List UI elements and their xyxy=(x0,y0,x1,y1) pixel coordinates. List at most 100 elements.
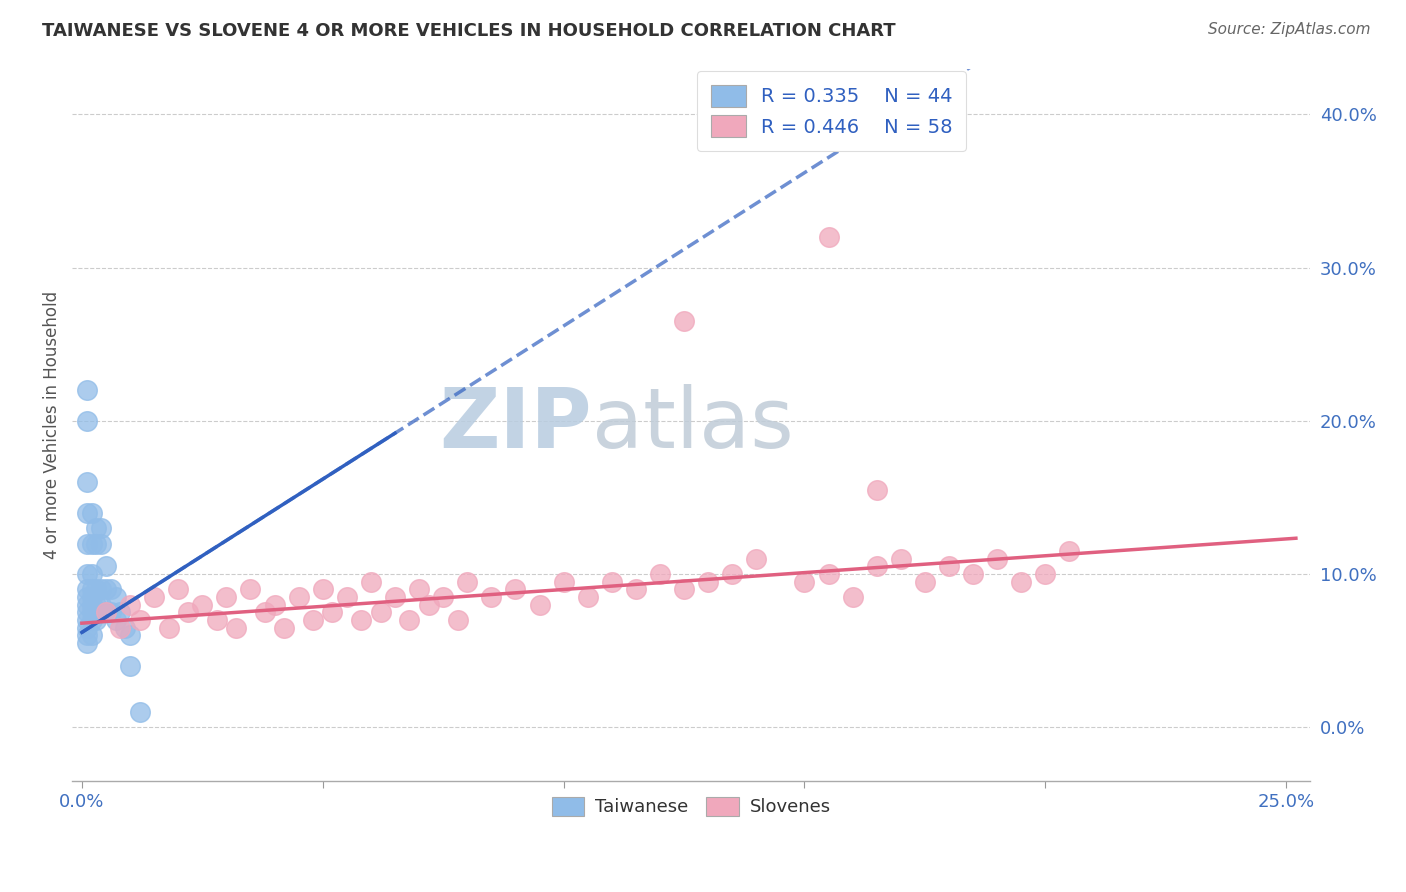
Point xyxy=(336,590,359,604)
Point xyxy=(167,582,190,597)
Point xyxy=(80,506,103,520)
Point xyxy=(80,598,103,612)
Point xyxy=(721,567,744,582)
Point xyxy=(697,574,720,589)
Point xyxy=(76,613,98,627)
Point xyxy=(86,598,108,612)
Point xyxy=(273,621,295,635)
Point xyxy=(624,582,647,597)
Point xyxy=(962,567,984,582)
Point xyxy=(76,536,98,550)
Point xyxy=(110,621,132,635)
Point xyxy=(76,606,98,620)
Point xyxy=(600,574,623,589)
Point xyxy=(841,590,863,604)
Point xyxy=(553,574,575,589)
Point xyxy=(1059,544,1081,558)
Point xyxy=(114,621,136,635)
Point xyxy=(263,598,285,612)
Point xyxy=(128,613,150,627)
Point xyxy=(817,230,839,244)
Point xyxy=(1035,567,1057,582)
Text: Source: ZipAtlas.com: Source: ZipAtlas.com xyxy=(1208,22,1371,37)
Point xyxy=(104,590,127,604)
Point xyxy=(80,590,103,604)
Point xyxy=(76,384,98,398)
Point xyxy=(76,506,98,520)
Point xyxy=(914,574,936,589)
Point xyxy=(94,582,117,597)
Point xyxy=(76,621,98,635)
Point xyxy=(648,567,671,582)
Point xyxy=(76,590,98,604)
Point xyxy=(576,590,599,604)
Point xyxy=(76,475,98,490)
Point xyxy=(191,598,214,612)
Point xyxy=(673,314,696,328)
Y-axis label: 4 or more Vehicles in Household: 4 or more Vehicles in Household xyxy=(44,291,60,558)
Point xyxy=(80,536,103,550)
Point xyxy=(418,598,440,612)
Point xyxy=(143,590,166,604)
Point xyxy=(350,613,373,627)
Point xyxy=(94,606,117,620)
Legend: Taiwanese, Slovenes: Taiwanese, Slovenes xyxy=(543,788,839,825)
Point xyxy=(110,606,132,620)
Point xyxy=(86,521,108,535)
Point xyxy=(90,521,112,535)
Point xyxy=(80,613,103,627)
Point xyxy=(80,567,103,582)
Text: TAIWANESE VS SLOVENE 4 OR MORE VEHICLES IN HOUSEHOLD CORRELATION CHART: TAIWANESE VS SLOVENE 4 OR MORE VEHICLES … xyxy=(42,22,896,40)
Point xyxy=(90,582,112,597)
Point xyxy=(321,606,343,620)
Point xyxy=(370,606,392,620)
Point xyxy=(529,598,551,612)
Point xyxy=(86,613,108,627)
Point xyxy=(94,559,117,574)
Point xyxy=(157,621,180,635)
Point xyxy=(384,590,406,604)
Point xyxy=(446,613,468,627)
Text: atlas: atlas xyxy=(592,384,794,466)
Point xyxy=(456,574,478,589)
Point xyxy=(86,536,108,550)
Point xyxy=(360,574,382,589)
Point xyxy=(80,582,103,597)
Point xyxy=(287,590,309,604)
Point xyxy=(118,598,141,612)
Point xyxy=(225,621,247,635)
Point xyxy=(866,559,889,574)
Text: ZIP: ZIP xyxy=(440,384,592,466)
Point xyxy=(302,613,325,627)
Point xyxy=(432,590,454,604)
Point xyxy=(118,659,141,673)
Point xyxy=(817,567,839,582)
Point xyxy=(253,606,276,620)
Point xyxy=(793,574,815,589)
Point xyxy=(90,536,112,550)
Point xyxy=(239,582,262,597)
Point xyxy=(80,628,103,642)
Point xyxy=(118,628,141,642)
Point xyxy=(312,582,335,597)
Point xyxy=(76,598,98,612)
Point xyxy=(1010,574,1032,589)
Point xyxy=(398,613,420,627)
Point xyxy=(76,414,98,428)
Point xyxy=(104,613,127,627)
Point xyxy=(100,582,122,597)
Point xyxy=(90,598,112,612)
Point xyxy=(505,582,527,597)
Point xyxy=(866,483,889,497)
Point xyxy=(673,582,696,597)
Point xyxy=(76,567,98,582)
Point xyxy=(76,582,98,597)
Point xyxy=(80,606,103,620)
Point xyxy=(94,606,117,620)
Point xyxy=(128,705,150,719)
Point xyxy=(76,628,98,642)
Point xyxy=(177,606,200,620)
Point xyxy=(890,551,912,566)
Point xyxy=(76,636,98,650)
Point xyxy=(745,551,768,566)
